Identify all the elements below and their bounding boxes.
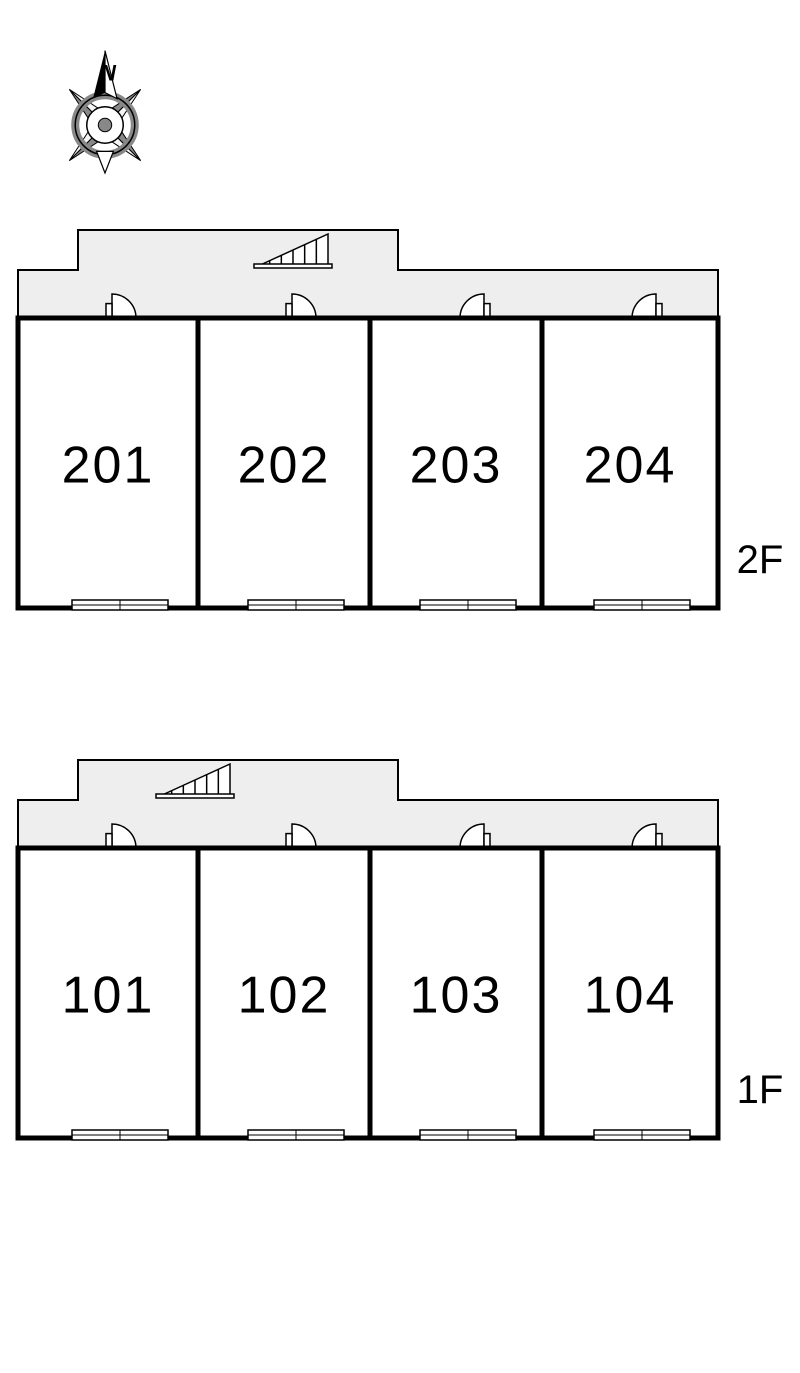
unit-label: 204 [584, 437, 677, 495]
compass-icon: N [69, 51, 140, 173]
unit-label: 203 [410, 437, 503, 495]
floor-plan-svg: N 201 202 203 204 2F 101 102 103 104 1F [0, 0, 800, 1373]
unit-label: 202 [238, 437, 331, 495]
unit-label: 102 [238, 967, 331, 1025]
floor-label: 1F [737, 1068, 784, 1112]
unit-label: 104 [584, 967, 677, 1025]
unit-label: 101 [62, 967, 155, 1025]
compass-north-label: N [100, 61, 117, 86]
floor-1F: 101 102 103 104 1F [18, 760, 783, 1140]
unit-label: 103 [410, 967, 503, 1025]
floor-2F: 201 202 203 204 2F [18, 230, 783, 610]
unit-label: 201 [62, 437, 155, 495]
floor-label: 2F [737, 538, 784, 582]
